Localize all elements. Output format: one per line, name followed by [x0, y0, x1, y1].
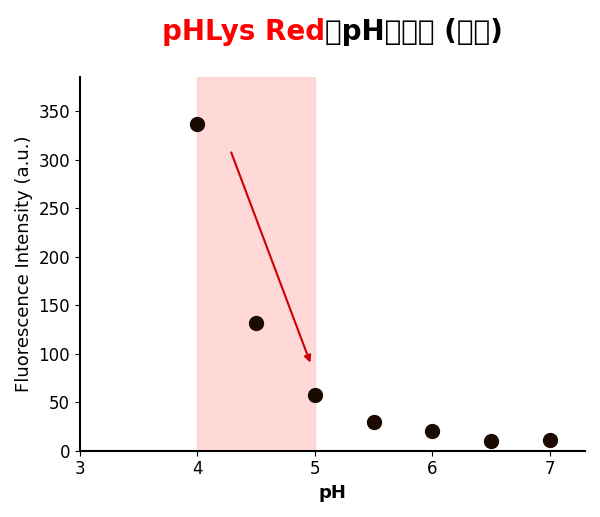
- Point: [486, 437, 496, 445]
- Point: [251, 318, 261, 327]
- Bar: [197, 77, 315, 451]
- X-axis label: pH: pH: [319, 484, 346, 502]
- Text: のpH依存性 (蟛光): のpH依存性 (蟛光): [325, 18, 503, 46]
- Point: [310, 391, 320, 400]
- Point: [427, 427, 437, 435]
- Text: pHLys Red: pHLys Red: [162, 18, 325, 46]
- Point: [369, 417, 379, 425]
- Point: [193, 119, 202, 128]
- Y-axis label: Fluorescence Intensity (a.u.): Fluorescence Intensity (a.u.): [15, 135, 33, 392]
- Point: [545, 436, 554, 444]
